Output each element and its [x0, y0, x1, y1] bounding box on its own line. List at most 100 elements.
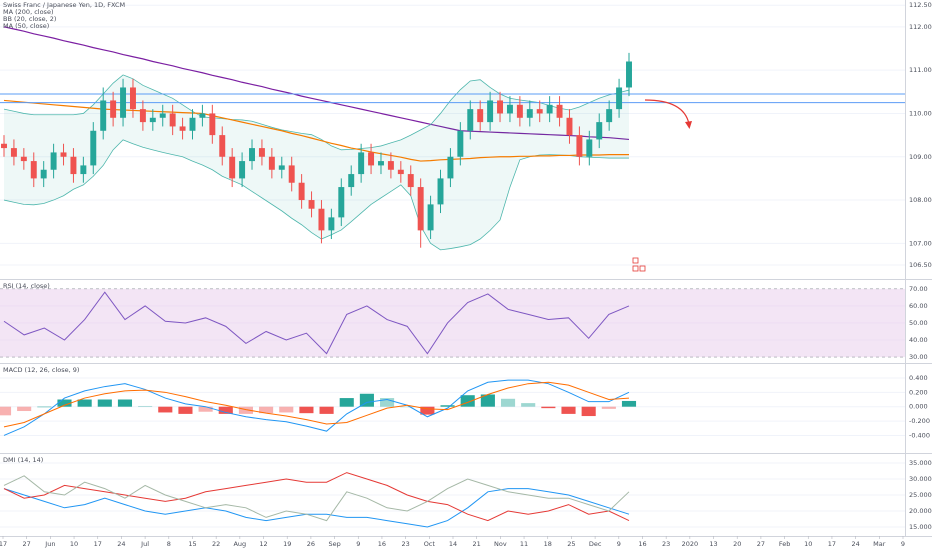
y-tick-label: 112.500 [909, 1, 932, 9]
y-tick-label: 0.400 [909, 374, 928, 382]
bollinger-upper [3, 74, 630, 151]
candle-body [606, 109, 613, 123]
x-tick-label: 25 [567, 540, 575, 548]
candle-body [179, 126, 186, 131]
x-tick-label: 17 [828, 540, 836, 548]
candle-body [328, 217, 335, 231]
candle-body [447, 156, 454, 179]
x-tick-label: Nov [494, 540, 507, 548]
histogram-bar [299, 406, 314, 414]
candle-body [427, 204, 434, 231]
candle-body [169, 113, 176, 127]
y-tick-label: 0.000 [909, 403, 928, 411]
legend-entry: MA (50, close) [3, 22, 49, 30]
histogram-bar [380, 398, 395, 407]
candle-body [566, 117, 573, 136]
histogram-bar [601, 406, 616, 409]
x-tick-label: 16 [638, 540, 646, 548]
candle-body [407, 174, 414, 188]
histogram-bar [259, 406, 274, 414]
x-tick-label: 16 [378, 540, 386, 548]
x-tick-label: 23 [401, 540, 409, 548]
event-icon[interactable] [632, 265, 639, 272]
candle-body [249, 148, 255, 162]
candle-body [120, 87, 127, 118]
x-tick-label: Dec [589, 540, 602, 548]
histogram-bar [541, 406, 556, 409]
y-tick-label: 30.00 [909, 353, 928, 361]
histogram-bar [500, 398, 516, 407]
x-tick-label: 21 [473, 540, 481, 548]
dmi-line [3, 472, 630, 522]
histogram-bar [158, 406, 173, 413]
candle-body [278, 165, 285, 170]
candle-body [298, 182, 305, 201]
x-tick-label: 2020 [682, 540, 699, 548]
histogram-bar [561, 406, 576, 414]
candle-body [60, 152, 67, 157]
candle-body [437, 178, 444, 205]
histogram-bar [138, 405, 153, 407]
moving-average [3, 26, 630, 141]
histogram-bar [0, 406, 12, 416]
candle-body [258, 148, 265, 157]
histogram-bar [319, 406, 334, 414]
histogram-bar [420, 406, 435, 415]
y-tick-label: 0.200 [909, 388, 928, 396]
x-tick-label: 9 [356, 540, 360, 548]
candle-body [159, 113, 166, 118]
x-tick-label: 27 [23, 540, 31, 548]
x-tick-label: 14 [449, 540, 457, 548]
y-tick-label: 107.000 [909, 239, 932, 247]
x-tick-label: Sep [328, 540, 340, 548]
candle-body [348, 174, 355, 188]
y-tick-label: -0.400 [909, 431, 930, 439]
histogram-bar [440, 405, 455, 407]
histogram-bar [17, 406, 32, 412]
candle-body [129, 87, 136, 110]
histogram-bar [238, 406, 253, 414]
y-tick-label: 109.000 [909, 153, 932, 161]
candle-body [30, 161, 37, 179]
moving-average [3, 99, 629, 162]
x-tick-label: 23 [662, 540, 670, 548]
candle-body [268, 156, 275, 170]
histogram-bar [77, 399, 92, 407]
histogram-bar [178, 406, 193, 414]
candle-body [417, 187, 424, 231]
x-tick-label: Aug [233, 540, 246, 548]
candle-body [487, 100, 494, 123]
candle-body [338, 187, 345, 218]
candle-body [506, 104, 513, 114]
event-icon[interactable] [639, 265, 646, 272]
y-tick-label: -0.200 [909, 417, 930, 425]
x-tick-label: 19 [283, 540, 291, 548]
x-tick-label: 9 [901, 540, 905, 548]
chart-title: Swiss Franc / Japanese Yen, 1D, FXCM [3, 1, 125, 9]
y-tick-label: 70.00 [909, 285, 928, 293]
x-tick-label: 12 [259, 540, 267, 548]
histogram-bar [581, 406, 596, 417]
candle-body [308, 200, 315, 209]
histogram-bar [621, 400, 637, 407]
x-tick-label: 24 [851, 540, 859, 548]
dmi-line [3, 475, 630, 522]
histogram-bar [521, 403, 536, 407]
macd-line [3, 381, 630, 428]
histogram-bar [97, 399, 112, 407]
candle-body [358, 152, 365, 175]
y-tick-label: 110.000 [909, 109, 932, 117]
candle-body [467, 109, 474, 131]
candle-body [477, 109, 484, 123]
annotation-arrow [644, 99, 690, 125]
histogram-bar [117, 399, 133, 407]
x-tick-label: Mar [873, 540, 886, 548]
candle-body [368, 152, 375, 166]
x-tick-label: 17 [0, 540, 7, 548]
event-icon[interactable] [632, 257, 639, 264]
candle-body [546, 104, 553, 114]
